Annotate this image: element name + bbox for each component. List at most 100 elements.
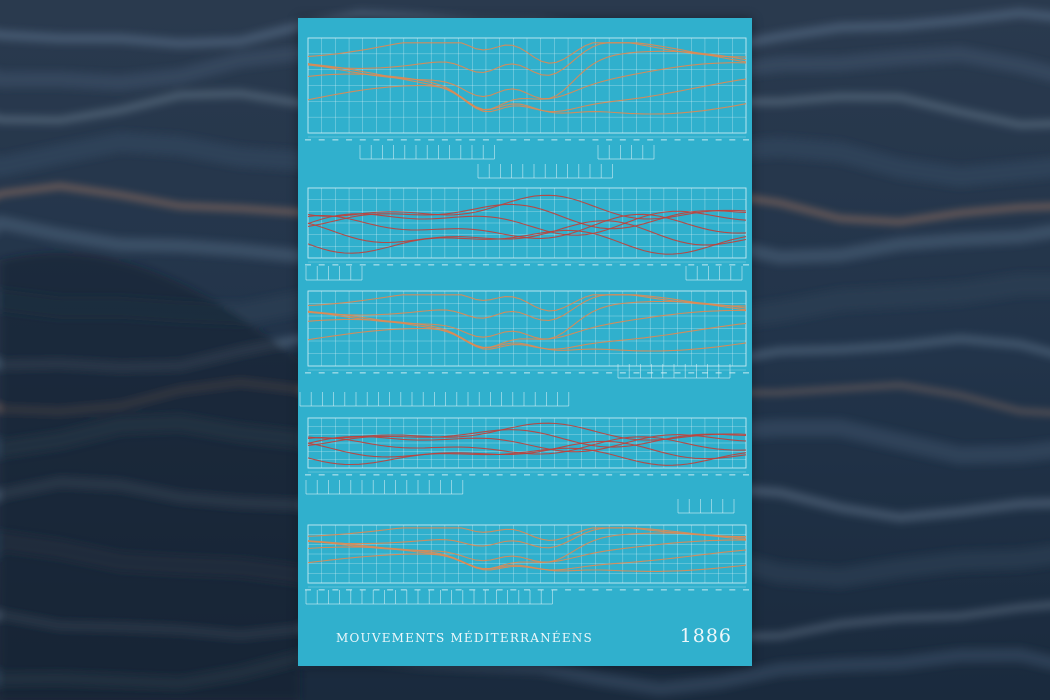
- panel-3-tick: [332, 372, 339, 374]
- panel-4-tick: [428, 474, 435, 476]
- panel-3-tick: [359, 372, 366, 374]
- panel-5-curve: [307, 527, 747, 549]
- panel-4-tick: [701, 474, 708, 476]
- panel-4-tick: [414, 474, 421, 476]
- panel-3-tick: [578, 372, 585, 374]
- panel-3-tick: [482, 372, 489, 374]
- panel-3-tick: [387, 372, 394, 374]
- panel-2-tick: [428, 264, 435, 266]
- panel-2-tick: [633, 264, 640, 266]
- panel-3-tick: [674, 372, 681, 374]
- panel-1-tick: [619, 139, 626, 141]
- panel-4-tick: [633, 474, 640, 476]
- panel-2-tick: [496, 264, 503, 266]
- panel-3-tick: [647, 372, 654, 374]
- panel-4-tick: [715, 474, 722, 476]
- panel-4-tick: [729, 474, 736, 476]
- panel-4-tick: [332, 474, 339, 476]
- panel-3-tick: [537, 372, 544, 374]
- poster: MOUVEMENTS MÉDITERRANÉENS 1886: [298, 18, 752, 666]
- panel-5-tick: [414, 589, 421, 591]
- panel-1-curve: [307, 85, 747, 115]
- panel-1-tick: [318, 139, 325, 141]
- panel-2-tick: [332, 264, 339, 266]
- panel-3-curve: [307, 328, 747, 352]
- panel-1-tick: [359, 139, 366, 141]
- panel-2-curve: [307, 203, 747, 230]
- panel-4-tick: [524, 474, 530, 476]
- panel-5-tick: [592, 589, 599, 591]
- poster-title: MOUVEMENTS MÉDITERRANÉENS: [336, 631, 593, 645]
- panel-3-tick: [400, 372, 407, 374]
- panel-1-tick: [455, 139, 462, 141]
- panel-3-tick: [551, 372, 558, 374]
- panel-1-tick: [592, 139, 599, 141]
- panel-1-tick: [510, 139, 517, 141]
- panel-1-tick: [660, 139, 667, 141]
- panel-3-tick: [510, 372, 517, 374]
- panel-1-tick: [743, 139, 749, 141]
- panel-2-tick: [469, 264, 476, 266]
- panel-4-tick: [482, 474, 489, 476]
- panel-1-tick: [428, 139, 435, 141]
- panel-5-tick: [674, 589, 681, 591]
- panel-3-tick: [318, 372, 325, 374]
- panel-3-tick: [633, 372, 640, 374]
- panel-4-tick: [647, 474, 654, 476]
- panel-4-tick: [688, 474, 695, 476]
- panel-2-tick: [551, 264, 558, 266]
- panel-2-tick: [455, 264, 462, 266]
- panel-2-tick: [715, 264, 722, 266]
- panel-5-tick: [510, 589, 517, 591]
- panel-3-tick: [688, 372, 695, 374]
- panel-1-tick: [524, 139, 530, 141]
- panel-1-tick: [305, 139, 311, 141]
- panel-4-tick: [660, 474, 667, 476]
- poster-chart-art: [299, 37, 749, 605]
- panel-5-tick: [387, 589, 394, 591]
- panel-4-curve: [307, 447, 747, 466]
- panel-4-tick: [318, 474, 325, 476]
- panel-5-curve: [307, 553, 747, 572]
- panel-5-tick: [469, 589, 476, 591]
- panel-2-curve: [307, 220, 747, 246]
- panel-4-curve: [307, 429, 747, 448]
- panel-4-tick: [743, 474, 749, 476]
- panel-3-tick: [701, 372, 708, 374]
- panel-1-tick: [469, 139, 476, 141]
- panel-4-tick: [565, 474, 572, 476]
- panel-2-curve: [307, 210, 747, 236]
- panel-5-tick: [400, 589, 407, 591]
- panel-5-tick: [332, 589, 339, 591]
- panel-1-tick: [551, 139, 558, 141]
- panel-5-tick: [318, 589, 325, 591]
- panel-5-tick: [660, 589, 667, 591]
- panel-5-tick: [743, 589, 749, 591]
- panel-1-tick: [346, 139, 353, 141]
- panel-1-curve: [307, 62, 747, 111]
- panel-3-tick: [428, 372, 435, 374]
- panel-1-tick: [565, 139, 572, 141]
- panel-2-tick: [359, 264, 366, 266]
- panel-5-tick: [359, 589, 366, 591]
- panel-4-tick: [578, 474, 585, 476]
- panel-3-tick: [729, 372, 736, 374]
- panel-4-tick: [674, 474, 681, 476]
- panel-4-tick: [441, 474, 448, 476]
- panel-5-tick: [647, 589, 654, 591]
- panel-5-tick: [606, 589, 613, 591]
- panel-5-tick: [482, 589, 489, 591]
- panel-5-tick: [551, 589, 558, 591]
- panel-5-tick: [578, 589, 585, 591]
- panel-5-tick: [619, 589, 626, 591]
- panel-2-tick: [305, 264, 311, 266]
- panel-4-curve: [307, 440, 747, 460]
- panel-2-tick: [578, 264, 585, 266]
- panel-5-tick: [346, 589, 353, 591]
- poster-year: 1886: [679, 625, 732, 647]
- panel-3-tick: [496, 372, 503, 374]
- panel-3-curve: [307, 300, 747, 340]
- panel-5-curve: [307, 527, 746, 541]
- panel-4-tick: [510, 474, 517, 476]
- panel-5-tick: [537, 589, 544, 591]
